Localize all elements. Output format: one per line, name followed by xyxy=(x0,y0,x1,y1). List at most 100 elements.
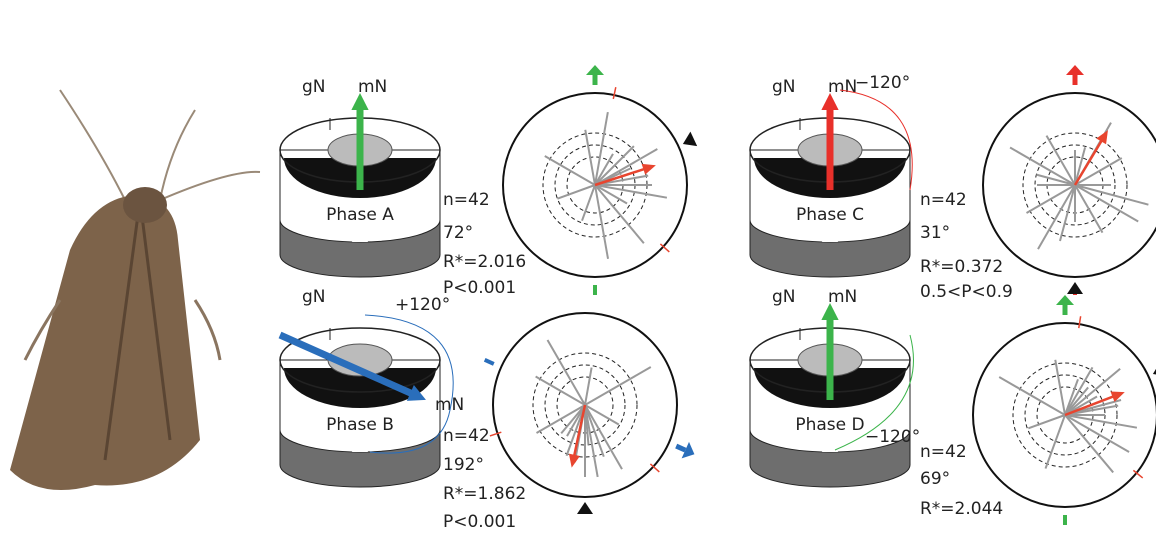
heading xyxy=(1064,366,1094,416)
heading xyxy=(1074,184,1139,223)
ring xyxy=(1012,362,1118,468)
stat: R*=2.044 xyxy=(920,499,1003,519)
cylinder-top xyxy=(279,327,441,393)
heading xyxy=(594,184,668,199)
field-arrowhead xyxy=(1066,65,1084,75)
shift-arc xyxy=(834,334,914,451)
heading xyxy=(1037,184,1076,250)
heading xyxy=(1064,414,1130,453)
heading xyxy=(1054,359,1066,416)
mean-vector xyxy=(594,166,648,187)
heading xyxy=(584,367,593,406)
mn-arrow xyxy=(278,331,417,399)
phase-label: Phase D xyxy=(795,415,864,435)
black-marker xyxy=(682,131,698,147)
heading xyxy=(1064,378,1079,416)
black-marker xyxy=(577,502,593,514)
mean-arrowhead xyxy=(1096,130,1108,145)
mn-label: mN xyxy=(358,77,387,97)
field-tick xyxy=(483,358,495,366)
heading xyxy=(594,184,628,205)
mn-arrowhead xyxy=(406,385,426,401)
shift-label: +120° xyxy=(395,295,450,315)
heading xyxy=(1064,367,1121,416)
heading xyxy=(594,184,610,260)
heading xyxy=(1074,147,1087,186)
heading xyxy=(1045,135,1076,186)
black-marker xyxy=(1067,282,1083,294)
heading xyxy=(1074,184,1104,234)
field-arrow xyxy=(675,443,687,453)
red-tick xyxy=(489,431,502,437)
mn-label: mN xyxy=(828,287,857,307)
stat: n=42 xyxy=(443,426,490,446)
heading xyxy=(566,404,586,437)
stat: 0.5<P<0.9 xyxy=(920,282,1013,302)
heading xyxy=(1064,386,1089,416)
mn-label: mN xyxy=(828,77,857,97)
heading xyxy=(594,145,635,186)
heading xyxy=(1036,173,1076,186)
heading xyxy=(584,404,620,426)
mn-label: mN xyxy=(435,395,464,415)
stat: n=42 xyxy=(920,190,967,210)
heading xyxy=(584,404,605,458)
heading xyxy=(584,404,599,478)
heading xyxy=(1059,184,1076,242)
black-marker xyxy=(1152,368,1156,375)
ring xyxy=(1022,132,1128,238)
heading xyxy=(594,111,609,186)
stat: n=42 xyxy=(443,190,490,210)
heading xyxy=(584,129,596,186)
stat: R*=0.372 xyxy=(920,257,1003,277)
notch xyxy=(822,435,838,452)
heading xyxy=(1074,184,1149,206)
phase-label: Phase C xyxy=(796,205,864,225)
mn-arrowhead xyxy=(821,93,839,111)
heading xyxy=(544,155,596,186)
phase-label: Phase B xyxy=(326,415,394,435)
ring xyxy=(544,364,626,446)
heading xyxy=(594,184,645,244)
shift-label: −120° xyxy=(865,427,920,447)
shift-arc xyxy=(839,89,913,191)
field-arrowhead xyxy=(1056,295,1074,305)
red-tick xyxy=(649,463,660,473)
stat: 69° xyxy=(920,469,950,489)
mean-vector xyxy=(572,404,587,460)
mn-arrowhead xyxy=(821,303,839,321)
stat: R*=2.016 xyxy=(443,252,526,272)
shift-arc xyxy=(364,314,454,454)
heading xyxy=(1009,146,1076,186)
heading xyxy=(1064,414,1138,429)
heading xyxy=(560,404,586,434)
shift-label: −120° xyxy=(855,73,910,93)
red-tick xyxy=(612,87,617,100)
heading xyxy=(581,184,596,222)
mean-arrowhead xyxy=(568,453,580,468)
heading xyxy=(546,339,586,406)
gn-label: gN xyxy=(772,77,796,97)
heading xyxy=(584,366,652,406)
cylinder-inner xyxy=(284,368,436,408)
field-arrowhead xyxy=(586,65,604,75)
notch xyxy=(352,435,368,452)
stat: P<0.001 xyxy=(443,278,516,298)
mn-arrowhead xyxy=(351,93,369,111)
gn-label: gN xyxy=(302,77,326,97)
red-tick xyxy=(659,243,670,253)
stat: 31° xyxy=(920,223,950,243)
stat: R*=1.862 xyxy=(443,484,526,504)
heading xyxy=(584,404,623,470)
field-arrowhead xyxy=(681,441,695,459)
heading xyxy=(557,184,596,200)
heading xyxy=(535,375,586,406)
heading xyxy=(1026,184,1076,214)
heading xyxy=(1074,157,1123,186)
ring xyxy=(1034,144,1116,226)
phase-label: Phase A xyxy=(326,205,394,225)
ring xyxy=(532,352,638,458)
stat: 192° xyxy=(443,455,484,475)
mean-arrowhead xyxy=(1110,391,1125,403)
